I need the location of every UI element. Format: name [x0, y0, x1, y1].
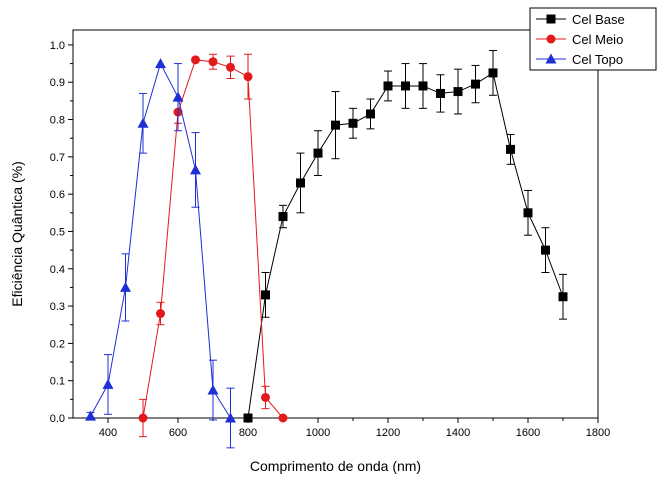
y-tick-label: 0.3	[50, 301, 65, 313]
data-point-square	[401, 81, 410, 91]
data-point-square	[331, 120, 340, 130]
data-point-triangle	[225, 412, 236, 423]
series-line	[90, 62, 231, 419]
data-point-circle	[546, 34, 556, 44]
data-point-triangle	[190, 164, 201, 175]
data-point-square	[261, 290, 270, 300]
data-point-circle	[138, 413, 148, 423]
x-tick-label: 600	[169, 427, 187, 439]
data-point-square	[453, 87, 463, 97]
x-tick-label: 1200	[376, 427, 400, 439]
data-point-triangle	[85, 410, 96, 421]
data-point-triangle	[120, 281, 131, 292]
data-point-square	[383, 81, 393, 91]
y-tick-label: 1.0	[50, 40, 65, 52]
data-point-triangle	[545, 53, 557, 64]
series-layer	[85, 50, 568, 449]
x-tick-label: 800	[239, 427, 257, 439]
x-tick-label: 400	[99, 427, 117, 439]
y-tick-label: 0.6	[50, 189, 65, 201]
legend-label: Cel Meio	[572, 32, 623, 47]
data-point-square	[418, 81, 428, 91]
data-point-square	[541, 245, 550, 255]
data-point-square	[546, 14, 556, 24]
y-tick-label: 0.8	[50, 115, 65, 127]
legend-label: Cel Base	[572, 12, 625, 27]
data-point-triangle	[102, 378, 114, 389]
data-point-square	[558, 292, 568, 302]
data-point-square	[366, 109, 375, 119]
series-line	[247, 72, 564, 419]
data-point-square	[506, 144, 515, 154]
data-point-circle	[243, 72, 253, 82]
y-tick-label: 0.5	[50, 226, 65, 238]
data-point-circle	[191, 55, 200, 65]
legend-label: Cel Topo	[572, 52, 623, 67]
y-tick-label: 0.0	[50, 413, 65, 425]
x-tick-label: 1400	[446, 427, 470, 439]
series-cel-base	[243, 50, 568, 423]
data-point-circle	[226, 62, 235, 72]
x-tick-label: 1800	[586, 427, 610, 439]
y-tick-label: 0.9	[50, 77, 65, 89]
x-axis-title: Comprimento de onda (nm)	[250, 458, 421, 474]
data-point-square	[278, 212, 288, 222]
series-cel-meio	[138, 53, 288, 438]
data-point-circle	[278, 413, 288, 423]
data-point-triangle	[207, 384, 219, 395]
data-point-square	[471, 79, 480, 89]
data-point-square	[488, 68, 498, 78]
y-tick-label: 0.2	[50, 338, 65, 350]
x-tick-label: 1000	[306, 427, 330, 439]
data-point-triangle	[137, 117, 149, 128]
data-point-square	[348, 118, 358, 128]
data-point-square	[436, 88, 445, 98]
y-tick-label: 0.7	[50, 152, 65, 164]
legend: Cel Base Cel Meio Cel Topo	[529, 7, 657, 71]
x-tick-label: 1600	[516, 427, 540, 439]
data-point-triangle	[172, 91, 184, 102]
data-point-circle	[156, 309, 165, 319]
data-point-square	[523, 208, 533, 218]
data-point-square	[296, 178, 305, 188]
data-point-circle	[261, 392, 270, 402]
data-point-square	[243, 413, 253, 423]
series-cel-topo	[85, 58, 236, 449]
y-axis-title: Eficiência Quântica (%)	[9, 161, 25, 307]
y-tick-label: 0.4	[50, 264, 65, 276]
data-point-circle	[208, 57, 218, 67]
data-point-triangle	[155, 58, 166, 69]
axes: 400 600 800 1000 1200 1400 1600 1800 0.0 0.1 0.2 0.…	[50, 40, 611, 439]
plot-area	[72, 29, 599, 419]
data-point-square	[313, 148, 323, 158]
y-tick-label: 0.1	[50, 376, 65, 388]
